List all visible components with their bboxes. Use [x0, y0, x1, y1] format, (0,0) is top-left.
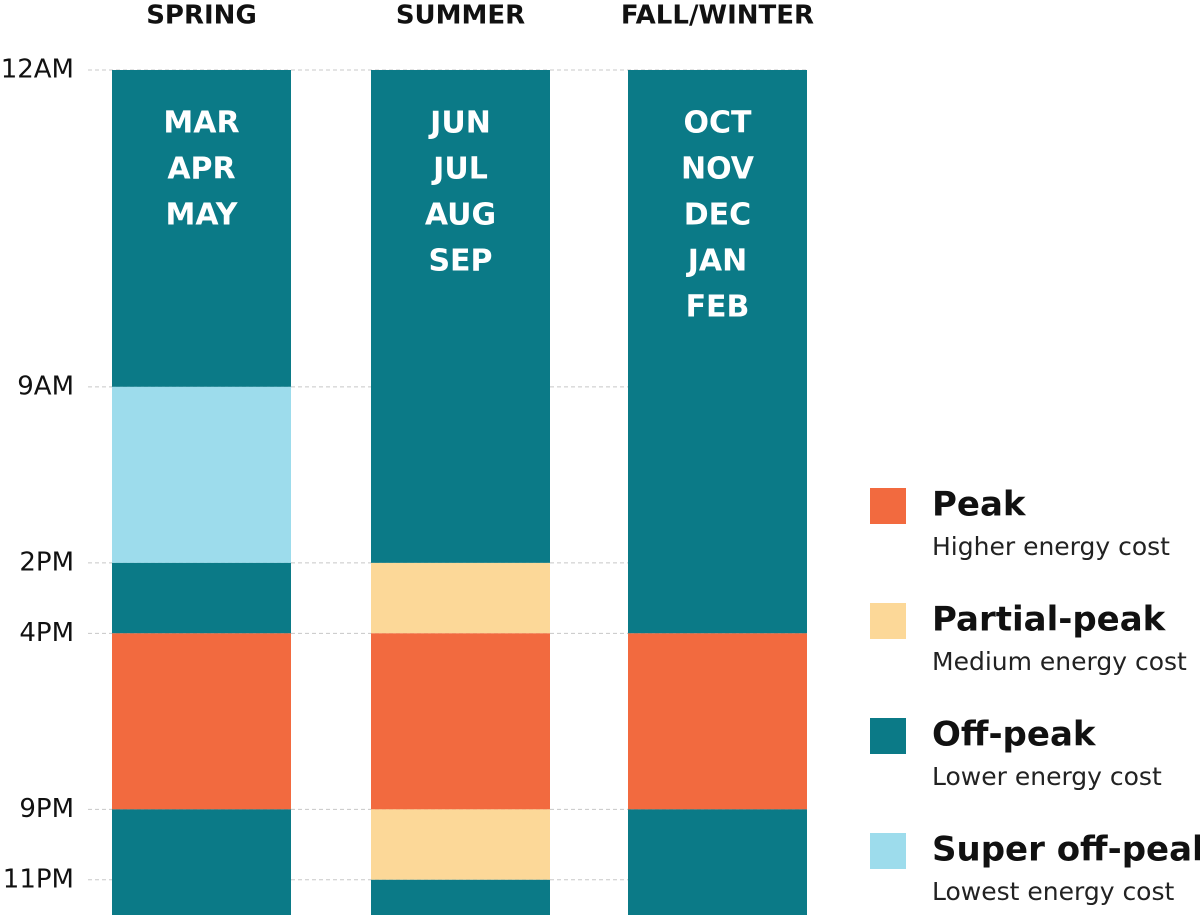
time-segment [371, 562, 550, 634]
time-segment [371, 879, 550, 915]
y-tick-label: 4PM [19, 618, 74, 648]
time-segment [112, 633, 291, 810]
month-label: JUN [428, 106, 491, 141]
time-segment [371, 633, 550, 810]
time-segment [371, 70, 550, 563]
column-header: SPRING [146, 1, 257, 31]
time-segment [112, 809, 291, 915]
time-segment [112, 562, 291, 634]
month-label: MAY [166, 198, 239, 233]
time-segment [628, 633, 807, 810]
month-label: JAN [686, 244, 748, 279]
month-label: FEB [686, 290, 750, 325]
legend-swatch [870, 833, 906, 869]
month-label: NOV [681, 152, 755, 187]
legend-title: Off-peak [932, 715, 1097, 755]
month-label: MAR [163, 106, 239, 141]
legend-description: Lower energy cost [932, 762, 1162, 791]
time-segment [628, 70, 807, 634]
month-label: DEC [684, 198, 751, 233]
y-tick-label: 12AM [1, 55, 74, 85]
legend-title: Partial-peak [932, 600, 1167, 640]
y-tick-label: 11PM [3, 864, 74, 894]
time-segment [371, 809, 550, 880]
legend-title: Peak [932, 485, 1027, 525]
month-label: SEP [428, 244, 492, 279]
legend-swatch [870, 718, 906, 754]
legend-title: Super off-peak [932, 830, 1200, 870]
month-label: APR [167, 152, 235, 187]
y-tick-label: 9AM [17, 371, 74, 401]
legend-description: Lowest energy cost [932, 877, 1175, 906]
legend-description: Medium energy cost [932, 647, 1187, 676]
month-label: AUG [425, 198, 496, 233]
column-header: SUMMER [396, 1, 525, 31]
y-tick-label: 9PM [19, 794, 74, 824]
legend-swatch [870, 603, 906, 639]
month-label: OCT [684, 106, 753, 141]
time-segment [112, 386, 291, 563]
column-header: FALL/WINTER [621, 1, 814, 31]
legend-swatch [870, 488, 906, 524]
time-segment [628, 809, 807, 915]
y-tick-label: 2PM [19, 547, 74, 577]
time-segment [112, 70, 291, 387]
legend-description: Higher energy cost [932, 532, 1170, 561]
month-label: JUL [431, 152, 488, 187]
